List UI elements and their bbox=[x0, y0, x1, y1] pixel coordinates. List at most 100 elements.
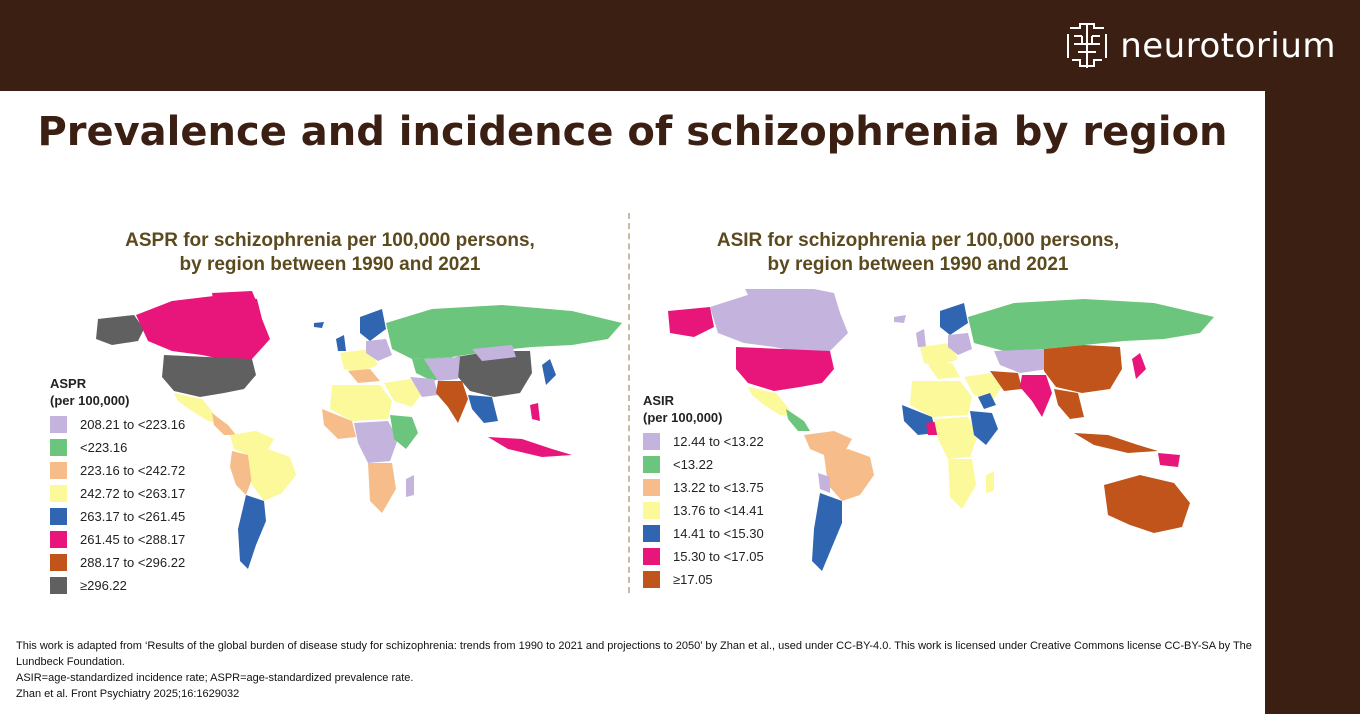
legend-item: <13.22 bbox=[643, 453, 764, 476]
legend-item: 14.41 to <15.30 bbox=[643, 522, 764, 545]
legend-label: 13.22 to <13.75 bbox=[673, 480, 764, 495]
region-china bbox=[1044, 345, 1122, 393]
legend-label: 263.17 to <261.45 bbox=[80, 509, 186, 524]
region-madagascar bbox=[406, 475, 414, 497]
region-central-asia bbox=[994, 349, 1048, 373]
region-indonesia bbox=[488, 437, 572, 457]
aspr-legend-title-line1: ASPR bbox=[50, 376, 87, 391]
asir-legend-title: ASIR (per 100,000) bbox=[643, 392, 764, 426]
legend-swatch bbox=[50, 531, 67, 548]
region-se-asia bbox=[468, 395, 498, 423]
region-central-america bbox=[212, 413, 236, 435]
legend-item: 223.16 to <242.72 bbox=[50, 459, 185, 482]
region-central-europe bbox=[948, 333, 972, 355]
region-greenland bbox=[745, 289, 810, 311]
region-southern-cone bbox=[812, 493, 842, 571]
region-middle-east bbox=[964, 373, 1002, 401]
page-title: Prevalence and incidence of schizophreni… bbox=[37, 109, 1228, 155]
region-west-africa bbox=[322, 409, 356, 439]
region-central-africa bbox=[354, 421, 398, 463]
map-divider bbox=[628, 213, 630, 593]
region-scandinavia bbox=[360, 309, 386, 341]
asir-legend-title-line1: ASIR bbox=[643, 393, 675, 408]
footer-reference: Zhan et al. Front Psychiatry 2025;16:162… bbox=[16, 688, 240, 700]
region-southern-europe bbox=[348, 369, 380, 383]
region-usa bbox=[162, 355, 256, 397]
region-iceland bbox=[894, 315, 906, 323]
region-canada bbox=[136, 295, 270, 361]
legend-swatch bbox=[643, 571, 660, 588]
asir-map-title-line1: ASIR for schizophrenia per 100,000 perso… bbox=[716, 230, 1120, 251]
aspr-world-map[interactable] bbox=[52, 289, 632, 589]
legend-swatch bbox=[50, 485, 67, 502]
legend-label: ≥17.05 bbox=[673, 572, 713, 587]
region-central-europe bbox=[366, 339, 392, 361]
brand[interactable]: neurotorium bbox=[1064, 20, 1336, 72]
legend-swatch bbox=[643, 502, 660, 519]
region-alaska bbox=[668, 307, 714, 337]
region-iceland bbox=[314, 322, 324, 328]
region-se-asia bbox=[1054, 389, 1084, 419]
asir-map-title-line2: by region between 1990 and 2021 bbox=[767, 254, 1069, 275]
footer-abbreviations: ASIR=age-standardized incidence rate; AS… bbox=[16, 672, 414, 684]
aspr-legend-title-line2: (per 100,000) bbox=[50, 393, 130, 408]
region-russia bbox=[968, 299, 1214, 351]
legend-label: 208.21 to <223.16 bbox=[80, 417, 186, 432]
legend-item: 208.21 to <223.16 bbox=[50, 413, 185, 436]
right-side-bar bbox=[1265, 91, 1360, 714]
aspr-legend-title: ASPR (per 100,000) bbox=[50, 375, 185, 409]
region-central-asia-2 bbox=[424, 357, 460, 381]
legend-swatch bbox=[50, 416, 67, 433]
region-new-guinea bbox=[1158, 453, 1180, 467]
region-australia bbox=[1104, 475, 1190, 533]
region-south-asia bbox=[1020, 375, 1052, 417]
region-philippines bbox=[530, 403, 540, 421]
slide-panel: Prevalence and incidence of schizophreni… bbox=[0, 91, 1265, 714]
region-uk bbox=[916, 329, 926, 347]
legend-label: 223.16 to <242.72 bbox=[80, 463, 186, 478]
legend-item: 288.17 to <296.22 bbox=[50, 551, 185, 574]
legend-swatch bbox=[643, 525, 660, 542]
legend-label: 288.17 to <296.22 bbox=[80, 555, 186, 570]
region-iran bbox=[410, 377, 438, 397]
region-greenland bbox=[212, 291, 257, 311]
legend-label: ≥296.22 bbox=[80, 578, 127, 593]
legend-swatch bbox=[643, 479, 660, 496]
legend-label: 12.44 to <13.22 bbox=[673, 434, 764, 449]
aspr-map-title-line1: ASPR for schizophrenia per 100,000 perso… bbox=[125, 230, 535, 251]
asir-world-map[interactable] bbox=[634, 289, 1224, 589]
brand-name: neurotorium bbox=[1120, 26, 1336, 66]
region-japan bbox=[542, 359, 556, 385]
region-middle-east bbox=[384, 379, 422, 407]
legend-item: ≥17.05 bbox=[643, 568, 764, 591]
region-western-europe bbox=[920, 343, 958, 367]
region-central-africa bbox=[934, 417, 978, 459]
legend-swatch bbox=[50, 462, 67, 479]
region-japan bbox=[1132, 353, 1146, 379]
region-southern-europe bbox=[928, 363, 960, 379]
legend-label: <13.22 bbox=[673, 457, 714, 472]
legend-item: 13.76 to <14.41 bbox=[643, 499, 764, 522]
legend-swatch bbox=[50, 508, 67, 525]
legend-label: <223.16 bbox=[80, 440, 128, 455]
region-mongolia bbox=[472, 345, 516, 361]
footer-attribution: This work is adapted from ‘Results of th… bbox=[16, 640, 1252, 668]
legend-swatch bbox=[50, 439, 67, 456]
region-east-africa-2 bbox=[978, 393, 996, 409]
asir-map-title: ASIR for schizophrenia per 100,000 perso… bbox=[668, 229, 1168, 277]
legend-swatch bbox=[643, 433, 660, 450]
legend-swatch bbox=[643, 456, 660, 473]
legend-item: <223.16 bbox=[50, 436, 185, 459]
region-south-america-north bbox=[230, 431, 274, 455]
region-central-america bbox=[786, 409, 810, 431]
region-east-africa bbox=[390, 415, 418, 449]
legend-label: 242.72 to <263.17 bbox=[80, 486, 186, 501]
aspr-map-title: ASPR for schizophrenia per 100,000 perso… bbox=[80, 229, 580, 277]
region-alaska bbox=[96, 315, 144, 345]
aspr-map-title-line2: by region between 1990 and 2021 bbox=[179, 254, 481, 275]
legend-label: 13.76 to <14.41 bbox=[673, 503, 764, 518]
neurotorium-logo-icon bbox=[1067, 23, 1108, 68]
region-southern-africa bbox=[948, 459, 976, 509]
footer-citation: This work is adapted from ‘Results of th… bbox=[16, 638, 1256, 702]
asir-legend: ASIR (per 100,000) 12.44 to <13.22 <13.2… bbox=[643, 392, 764, 591]
